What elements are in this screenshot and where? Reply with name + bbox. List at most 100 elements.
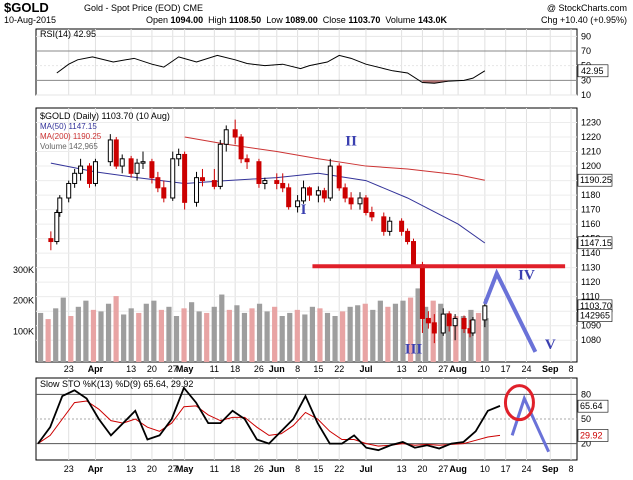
price-tick-label: 1160 [581, 219, 600, 229]
high-value: 1108.50 [229, 15, 262, 25]
volume-bar [181, 308, 187, 362]
candle-body [223, 129, 229, 145]
volume-bar [53, 308, 59, 362]
candle-body [336, 165, 342, 189]
change-summary: Chg +10.40 (+0.95%) [540, 15, 627, 25]
sto-legend: Slow STO %K(13) %D(9) 65.64, 29.92 [40, 379, 193, 389]
volume-bar [136, 312, 142, 362]
candle-body [107, 139, 113, 163]
x-tick-label: 18 [230, 464, 240, 474]
sto-tick-label: 80 [581, 389, 591, 399]
x-tick-label: 15 [313, 364, 323, 374]
rsi-legend: RSI(14) 42.95 [40, 29, 96, 39]
candle-body [452, 317, 458, 327]
price-legend-title: $GOLD (Daily) 1103.70 (10 Aug) [40, 111, 170, 121]
candle-body [286, 187, 292, 208]
price-tick-label: 1090 [581, 321, 601, 331]
ma200-value-tag [577, 173, 613, 187]
ma50-legend: MA(50) 1147.15 [40, 122, 97, 131]
volume-bar [385, 306, 391, 362]
low-value: 1089.00 [285, 15, 318, 25]
volume-bar [158, 309, 164, 362]
volume-bar [98, 311, 104, 362]
candle-body [280, 182, 286, 189]
sto-tick-label: 50 [581, 414, 591, 424]
candle-body [327, 165, 333, 199]
sto-tick-label: 20 [581, 439, 591, 449]
volume-bar [143, 303, 149, 362]
volume-bar [400, 300, 406, 362]
candle-body [295, 200, 301, 208]
chart-symbol: $GOLD [4, 0, 49, 15]
volume-bar [355, 305, 361, 362]
x-tick-label: Sep [542, 364, 559, 374]
ma50-value-tag [577, 236, 613, 250]
volume-bar [415, 288, 421, 362]
candle-body [342, 187, 348, 199]
volume-bar [272, 306, 278, 362]
volume-bar [317, 308, 323, 362]
candle-body [140, 161, 146, 164]
volume-value-tag-label: 142965 [580, 311, 610, 321]
candle-body [232, 129, 238, 138]
candle-body [48, 238, 54, 243]
candle-body [54, 212, 60, 243]
x-tick-label: 18 [230, 364, 240, 374]
volume-bar [83, 300, 89, 362]
x-tick-label: 27 [438, 364, 448, 374]
x-tick-label: Aug [449, 364, 467, 374]
candle-body [244, 158, 250, 163]
candle-body [399, 220, 405, 232]
x-tick-label: 26 [254, 464, 264, 474]
ma200-line [184, 136, 485, 181]
rsi-value-tag-label: 42.95 [581, 66, 604, 76]
x-tick-label: 13 [397, 464, 407, 474]
x-tick-label: 20 [147, 364, 157, 374]
x-tick-label: 11 [210, 464, 219, 474]
sto-highlight-circle [503, 384, 535, 422]
price-tick-label: 1200 [581, 161, 601, 171]
candle-body [425, 317, 431, 324]
close-value: 1103.70 [348, 15, 381, 25]
x-tick-label: 27 [438, 464, 448, 474]
candle-body [262, 180, 268, 184]
x-tick-label: 27 [168, 364, 178, 374]
candle-body [199, 177, 205, 182]
candle-body [357, 197, 363, 205]
x-tick-label: 23 [64, 464, 74, 474]
x-tick-label: 23 [64, 364, 74, 374]
volume-bar [468, 309, 474, 362]
volume-legend: Volume 142,965 [40, 142, 98, 151]
x-tick-label: 13 [397, 364, 407, 374]
x-tick-label: 10 [480, 364, 490, 374]
volume-bar [324, 312, 331, 362]
volume-bar [453, 316, 459, 362]
volume-bar [68, 316, 74, 362]
rsi-value-tag [577, 64, 609, 78]
candle-body [431, 322, 437, 334]
candle-body [482, 305, 488, 321]
x-tick-label: 17 [501, 464, 511, 474]
wave-label: IV [518, 267, 535, 283]
ohlc-summary: Open 1094.00 High 1108.50 Low 1089.00 Cl… [146, 15, 447, 25]
wave-label: V [545, 337, 556, 353]
x-tick-label: 20 [417, 464, 427, 474]
volume-bar [173, 316, 180, 362]
volume-bar [309, 306, 315, 362]
volume-bar [483, 318, 489, 362]
price-tick-label: 1210 [581, 147, 601, 157]
volume-bar [332, 316, 338, 362]
volume-bar [460, 316, 466, 362]
x-tick-label: 27 [168, 464, 178, 474]
candle-body [176, 153, 182, 160]
sto-k-line [37, 386, 501, 452]
candle-body [66, 182, 72, 199]
volume-bar [340, 311, 346, 362]
volume-bar [475, 312, 482, 362]
candle-body [134, 162, 140, 174]
volume-bar [128, 308, 134, 362]
x-tick-label: 26 [254, 364, 264, 374]
x-tick-label: May [176, 364, 194, 374]
sto-k-value-tag [577, 399, 609, 413]
volume-bar [204, 312, 210, 362]
